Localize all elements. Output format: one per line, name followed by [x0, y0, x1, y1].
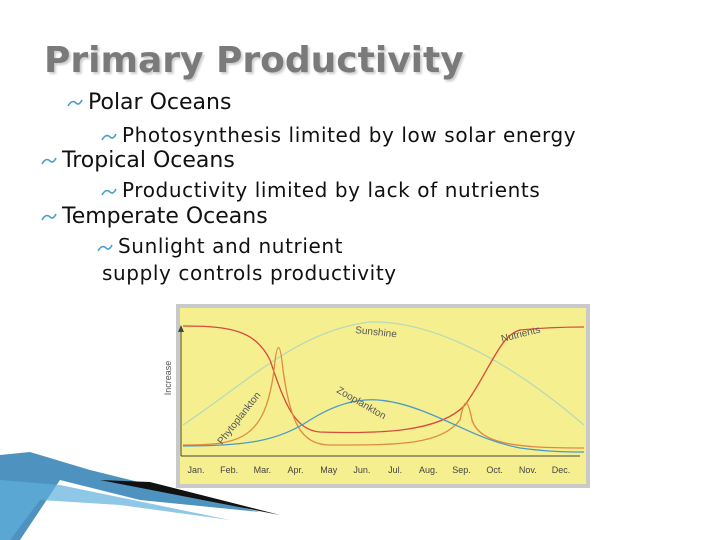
sub-bullet-text: Sunlight and nutrient supply controls pr…	[102, 234, 397, 285]
sub-bullet-text: Productivity limited by lack of nutrient…	[122, 178, 541, 202]
decoration	[0, 480, 230, 540]
month-label: Mar.	[254, 465, 272, 475]
sub-bullet-text: Photosynthesis limited by low solar ener…	[122, 123, 577, 147]
bullet-text: Polar Oceans	[88, 90, 232, 115]
month-label: Oct.	[486, 465, 503, 475]
month-label: Feb.	[220, 465, 238, 475]
bullet: Tropical Oceans	[40, 148, 235, 173]
curve-label: Nutrients	[500, 325, 541, 345]
curve-label: Sunshine	[355, 325, 398, 340]
month-label: Dec.	[552, 465, 571, 475]
sub-bullet: Photosynthesis limited by low solar ener…	[100, 123, 576, 147]
month-label: Sep.	[452, 465, 471, 475]
sub-bullet: Sunlight and nutrient supply controls pr…	[97, 233, 402, 287]
y-axis-label: Increase	[163, 361, 173, 396]
month-label: Nov.	[519, 465, 537, 475]
zooplankton-curve	[182, 399, 585, 453]
bullet: Temperate Oceans	[40, 204, 268, 229]
month-label: Jul.	[388, 465, 402, 475]
month-label: Jan.	[187, 465, 204, 475]
month-label: May	[320, 465, 338, 475]
axis-arrow	[178, 325, 184, 332]
figure-frame	[176, 304, 590, 488]
sub-bullet: Productivity limited by lack of nutrient…	[100, 178, 540, 202]
decoration	[0, 452, 260, 540]
month-label: Apr.	[288, 465, 304, 475]
decoration	[100, 480, 280, 515]
month-label: Jun.	[353, 465, 370, 475]
bullet-text: Temperate Oceans	[62, 204, 268, 229]
figure-background	[180, 308, 586, 484]
bullet: Polar Oceans	[66, 90, 231, 115]
slide-title: Primary Productivity	[44, 40, 464, 81]
curve-label: Zooplankton	[335, 385, 388, 422]
phytoplankton-curve	[182, 346, 585, 449]
curve-label: Phytoplankton	[216, 390, 264, 447]
month-label: Aug.	[419, 465, 438, 475]
nutrients-curve	[182, 325, 585, 434]
sunshine-curve	[182, 321, 585, 426]
bullet-text: Tropical Oceans	[62, 148, 235, 173]
